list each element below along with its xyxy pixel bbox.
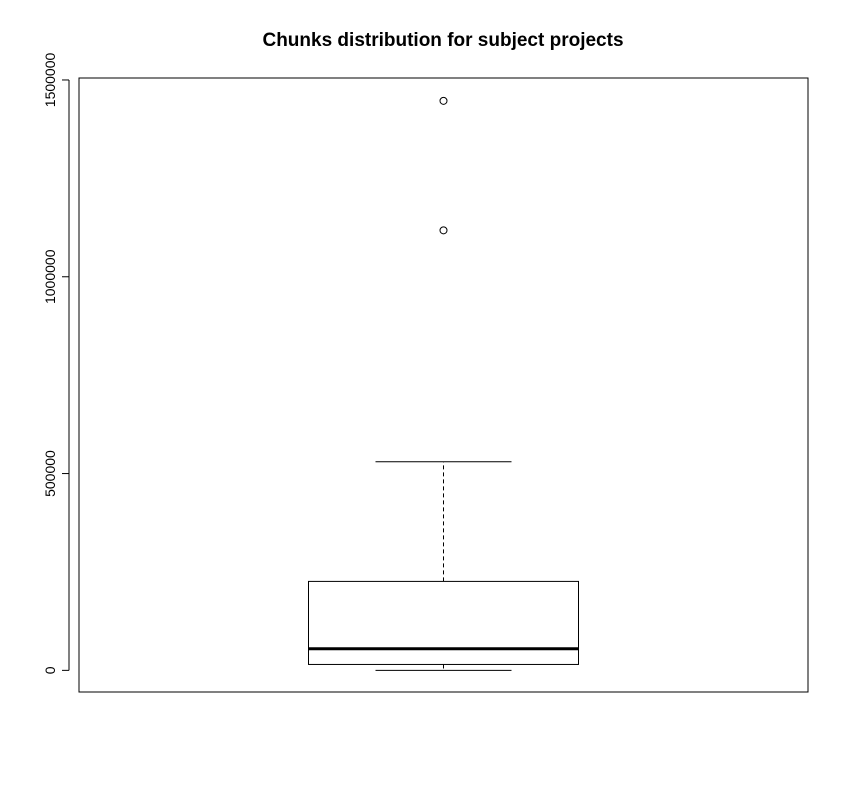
iqr-box [308,580,579,665]
outlier-point [439,226,448,235]
boxplot-series [308,96,579,671]
outlier-point [439,96,448,105]
plot-frame [78,77,809,693]
y-tick-label: 1500000 [42,53,58,108]
y-tick-label: 0 [42,666,58,674]
y-axis: 0 500000 1000000 1500000 [42,53,70,674]
y-tick-label: 500000 [42,450,58,497]
y-tick-label: 1000000 [42,249,58,304]
chart-title: Chunks distribution for subject projects [262,30,623,51]
